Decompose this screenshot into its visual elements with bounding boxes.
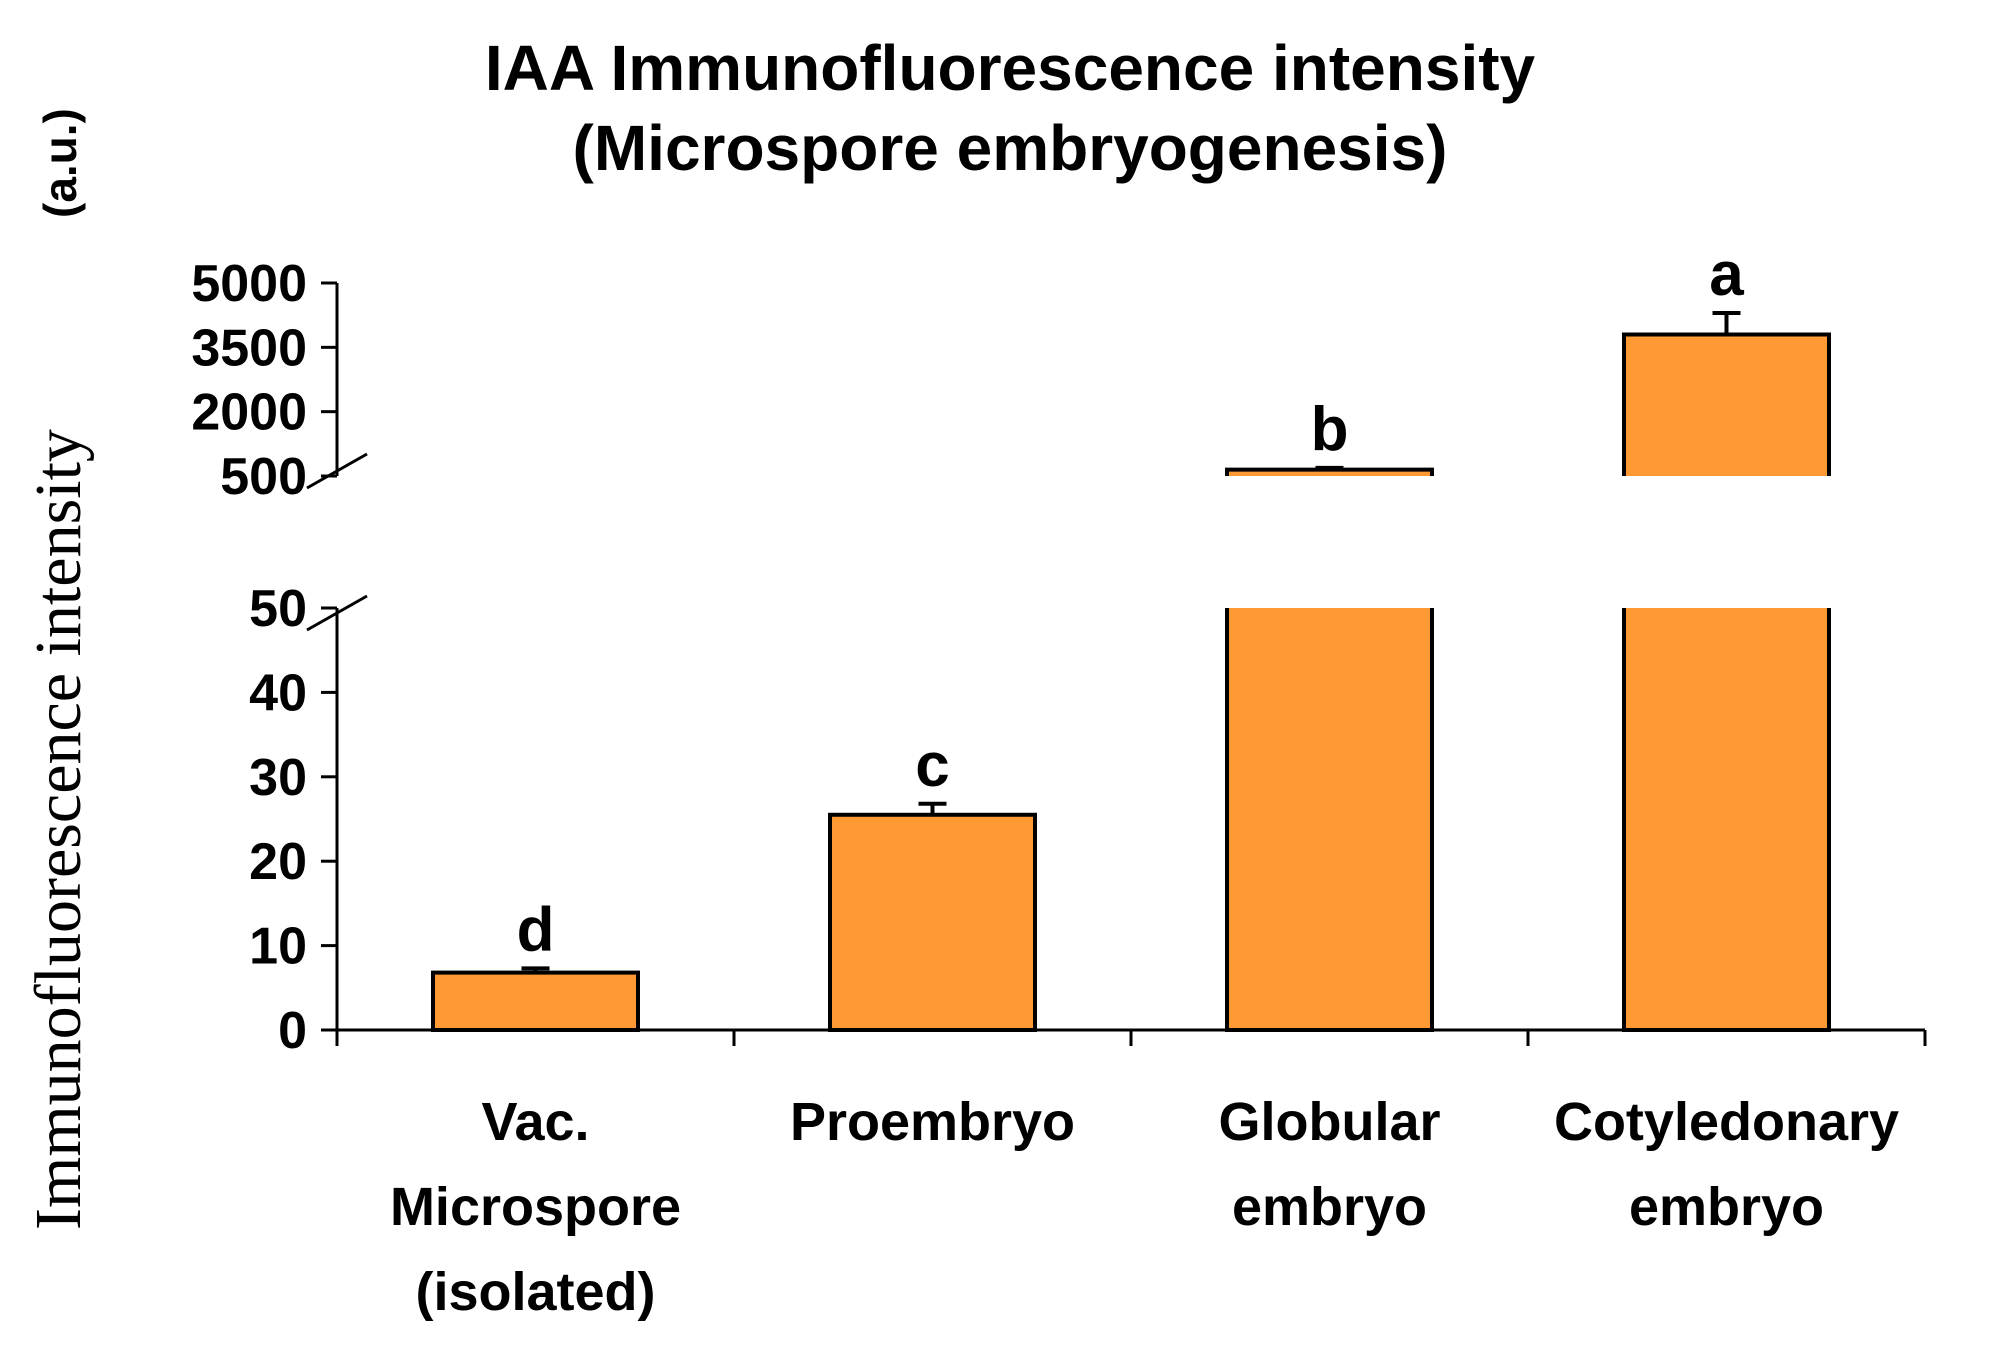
y-tick-label: 2000	[191, 384, 307, 442]
axis-break-mark-lower	[306, 594, 368, 632]
y-tick-label: 20	[249, 833, 307, 891]
bar-lower-segment	[1624, 608, 1829, 1030]
category-label: Globular	[1218, 1092, 1440, 1152]
y-axis-label: Immunofluorescence intensity (a.u.)	[22, 108, 95, 1230]
axis-break-mark-upper	[306, 452, 368, 490]
bar	[431, 970, 640, 1032]
bar-lower-segment	[1227, 608, 1432, 1030]
y-tick-label: 3500	[191, 319, 307, 377]
category-label: Vac.	[481, 1092, 589, 1152]
bar-lower-outline	[1225, 608, 1434, 1032]
bars	[431, 332, 1831, 1033]
bar	[828, 812, 1037, 1033]
y-tick-label: 50	[249, 580, 307, 638]
bar-upper-segment	[1227, 469, 1432, 476]
error-bars	[521, 311, 1741, 973]
category-label: (isolated)	[415, 1262, 655, 1322]
bar-lower-outline	[1622, 608, 1831, 1032]
y-tick-label: 30	[249, 749, 307, 807]
significance-letter: b	[1311, 395, 1349, 464]
significance-letters: d c b a	[517, 240, 1745, 964]
y-tick-label: 500	[220, 448, 307, 506]
significance-letter: a	[1709, 240, 1744, 309]
chart-title: IAA Immunofluorescence intensity	[485, 32, 1536, 104]
chart-subtitle: (Microspore embryogenesis)	[573, 112, 1448, 184]
bar-upper-segment	[1624, 334, 1829, 476]
significance-letter: d	[517, 895, 555, 964]
category-label: Microspore	[390, 1177, 681, 1237]
significance-letter: c	[915, 731, 949, 800]
y-tick-label: 0	[278, 1002, 307, 1060]
category-label: embryo	[1232, 1177, 1427, 1237]
y-tick-label: 5000	[191, 255, 307, 313]
category-label: Proembryo	[790, 1092, 1075, 1152]
y-tick-label: 40	[249, 664, 307, 722]
y-tick-label: 10	[249, 918, 307, 976]
y-axis-label-text: Immunofluorescence intensity	[22, 429, 95, 1230]
category-label: Cotyledonary	[1554, 1092, 1899, 1152]
category-label: embryo	[1629, 1177, 1824, 1237]
y-axis-label-unit: (a.u.)	[34, 108, 86, 218]
y-tick-labels: 0 10 20 30 40 50 500 2000 3500 5000	[191, 255, 307, 1060]
category-labels: Vac. Microspore (isolated) Proembryo Globula…	[390, 1092, 1899, 1322]
